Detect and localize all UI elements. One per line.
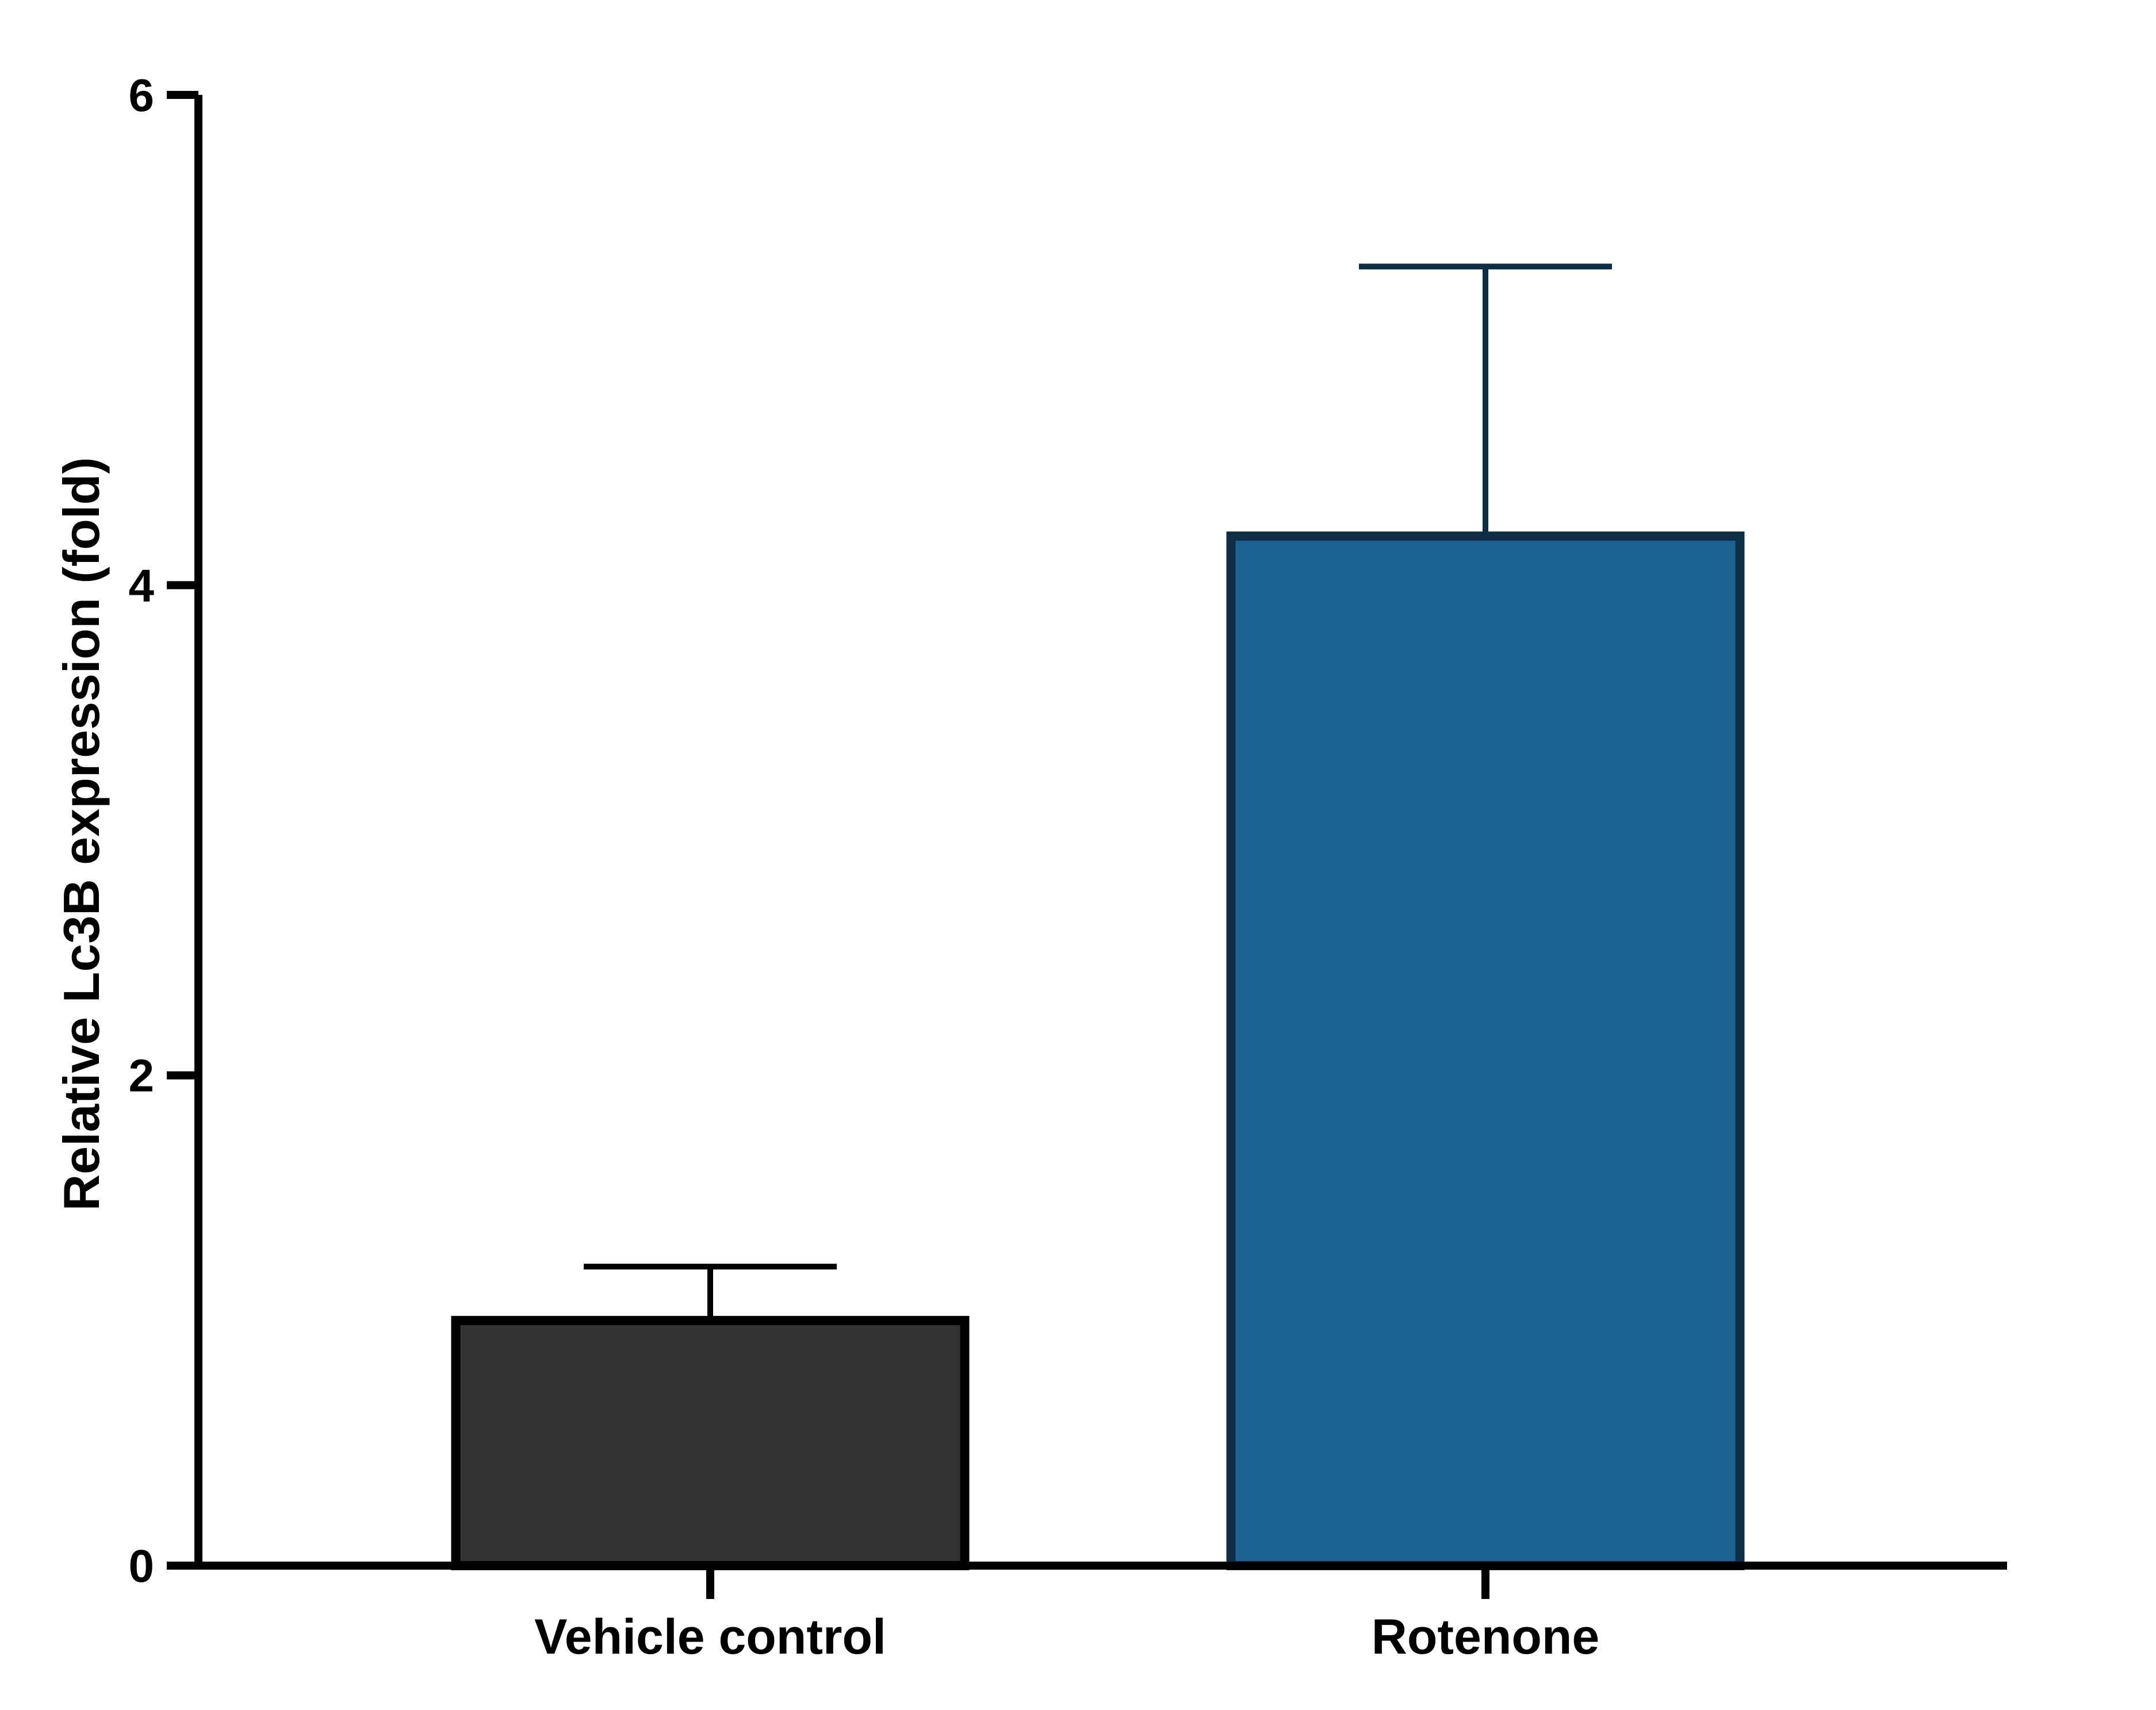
- y-ticks-layer: 0 2 4 6: [129, 70, 198, 1592]
- y-tick-label-0: 0: [129, 1540, 155, 1592]
- y-tick-label-2: 4: [129, 560, 155, 611]
- x-ticks-layer: Vehicle control Rotenone: [534, 1566, 1599, 1665]
- error-bars-layer: [584, 263, 1612, 1321]
- y-axis-title: Relative Lc3B expression (fold): [53, 457, 110, 1211]
- y-tick-label-3: 6: [129, 70, 155, 121]
- x-category-label-1: Rotenone: [1372, 1609, 1600, 1665]
- x-category-label-0: Vehicle control: [534, 1609, 886, 1665]
- y-tick-label-1: 2: [129, 1050, 155, 1101]
- bars-layer: [451, 531, 1745, 1570]
- bar-1: [1226, 531, 1745, 1570]
- axes-layer: [194, 95, 2007, 1570]
- bar-0: [451, 1315, 970, 1570]
